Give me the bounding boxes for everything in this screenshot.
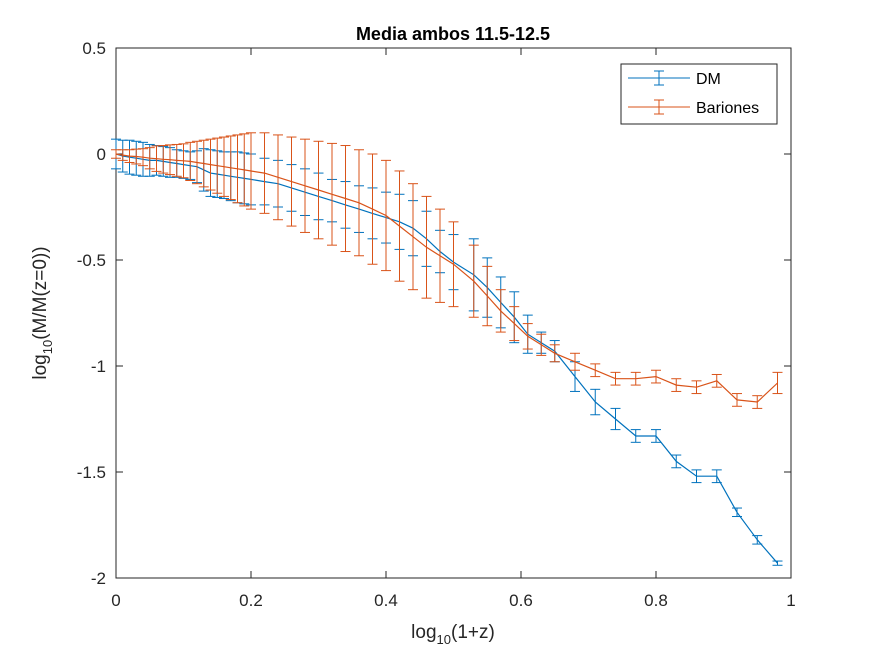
x-axis: 0 0.2 0.4 0.6 0.8 1 bbox=[111, 48, 796, 610]
y-axis-label-prefix: log bbox=[30, 354, 51, 379]
x-tick-label: 0.6 bbox=[509, 591, 533, 610]
legend-entry-bariones: Bariones bbox=[628, 99, 759, 117]
legend-label-bariones: Bariones bbox=[696, 100, 759, 117]
series-bariones bbox=[111, 132, 783, 409]
series-line-bariones bbox=[115, 153, 778, 403]
y-tick-label: -2 bbox=[91, 569, 106, 588]
x-tick-label: 0.2 bbox=[239, 591, 263, 610]
y-axis-label-subscript: 10 bbox=[40, 340, 55, 354]
x-tick-label: 0 bbox=[111, 591, 120, 610]
y-axis: -2 -1.5 -1 -0.5 0 0.5 bbox=[77, 39, 791, 588]
x-tick-label: 0.4 bbox=[374, 591, 398, 610]
x-axis-label: log10(1+z) bbox=[411, 622, 495, 647]
chart-title: Media ambos 11.5-12.5 bbox=[356, 24, 550, 44]
axes-box bbox=[115, 47, 792, 579]
y-tick-label: -1.5 bbox=[77, 463, 106, 482]
y-axis-label: log10(M/M(z=0)) bbox=[30, 246, 55, 379]
plot-area: 0 0.2 0.4 0.6 0.8 1 -2 -1.5 -1 -0.5 0 0.5 bbox=[77, 39, 796, 610]
x-axis-label-suffix: (1+z) bbox=[451, 622, 495, 643]
x-axis-label-prefix: log bbox=[411, 622, 436, 643]
series-line-dm bbox=[115, 153, 778, 564]
y-tick-label: -1 bbox=[91, 357, 106, 376]
y-tick-label: 0.5 bbox=[82, 39, 106, 58]
legend-label-dm: DM bbox=[696, 71, 721, 88]
y-axis-label-suffix: (M/M(z=0)) bbox=[30, 246, 51, 339]
series-layer bbox=[111, 132, 783, 566]
x-tick-label: 0.8 bbox=[644, 591, 668, 610]
legend-entry-dm: DM bbox=[628, 70, 721, 88]
legend-box bbox=[620, 63, 778, 125]
legend: DM Bariones bbox=[620, 63, 778, 125]
y-tick-label: -0.5 bbox=[77, 251, 106, 270]
x-tick-label: 1 bbox=[786, 591, 795, 610]
x-axis-label-subscript: 10 bbox=[437, 632, 451, 647]
y-tick-label: 0 bbox=[97, 145, 106, 164]
